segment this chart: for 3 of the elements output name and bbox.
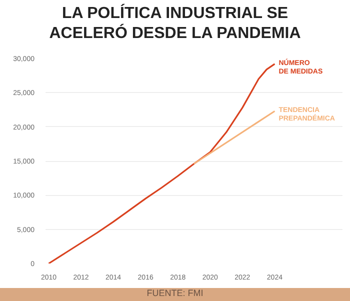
- line-series: [48, 63, 276, 264]
- chart-title: LA POLÍTICA INDUSTRIAL SE ACELERÓ DESDE LA PANDEMIA: [48, 4, 302, 44]
- source-note: FUENTE: FMI: [0, 288, 350, 301]
